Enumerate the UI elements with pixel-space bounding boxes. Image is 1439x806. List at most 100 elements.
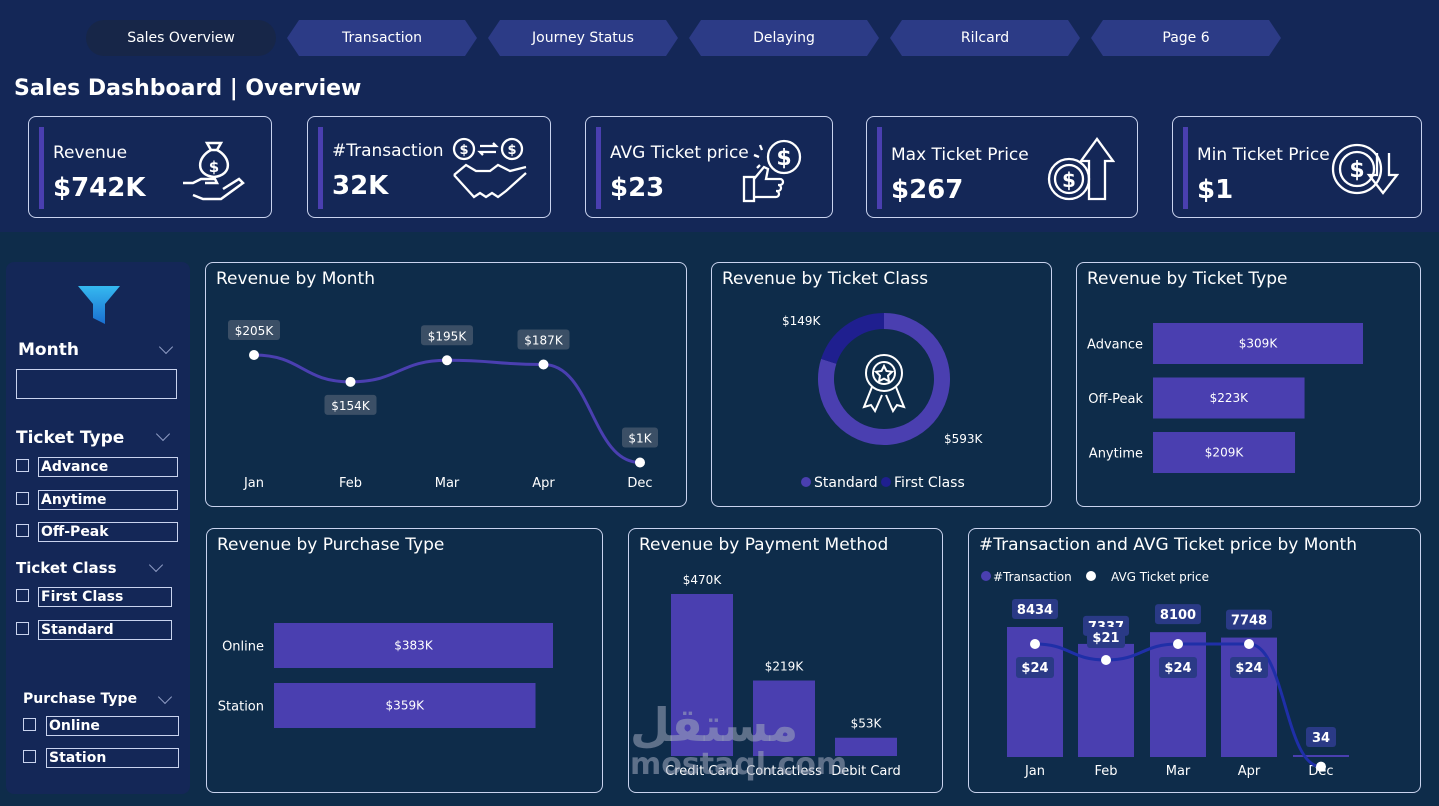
data-label-bg [228,320,280,340]
chevron-down-icon[interactable] [148,557,164,573]
data-label: 34 [1312,731,1330,746]
month-dropdown[interactable] [16,369,177,399]
tab-delaying[interactable]: Delaying [689,20,879,56]
kpi-label: #Transaction [332,141,444,161]
x-tick-label: Credit Card [665,764,739,779]
option-off-peak[interactable]: Off-Peak [38,522,178,542]
data-point [1316,761,1326,772]
tab-journey-status[interactable]: Journey Status [488,20,678,56]
data-label: $219K [765,660,805,674]
kpi-accent [318,127,323,209]
filter-month-label: Month [18,340,79,360]
kpi-label: AVG Ticket price [610,143,749,163]
chevron-down-icon[interactable] [157,689,173,705]
filter-ticket-class-label: Ticket Class [16,559,117,577]
data-point [442,355,452,366]
legend-label: #Transaction [993,570,1072,584]
data-label: $24 [1164,661,1191,676]
chart-title: Revenue by Month [216,269,375,289]
kpi-accent [39,127,44,209]
kpi-label: Min Ticket Price [1197,145,1330,165]
data-label-bg [1230,657,1268,678]
panel-revenue-by-purchase-type: Revenue by Purchase Type $383K Online $359… [206,528,603,793]
legend-marker [881,477,891,487]
checkbox-first-class[interactable] [16,589,29,602]
category-label: Station [218,700,264,715]
chevron-down-icon[interactable] [158,339,174,355]
svg-text:$: $ [459,143,468,158]
revenue-by-purchase-type-chart: $383K Online $359K Station [218,623,553,728]
data-label: 8434 [1017,603,1053,618]
data-label: $470K [683,573,723,587]
checkbox-standard[interactable] [16,622,29,635]
data-label: 7748 [1231,614,1267,629]
filter-panel: Month Ticket Type Advance Anytime Off-Pe… [6,262,190,794]
bar [1153,432,1296,473]
x-tick-label: Feb [339,476,362,491]
data-label-bg [1155,604,1201,625]
category-label: Advance [1087,338,1143,353]
x-tick-label: Contactless [746,764,822,779]
data-label: $593K [944,432,984,446]
money-bag-hand-icon: $ [183,141,245,201]
data-label: $24 [1235,661,1262,676]
data-label-bg [517,329,570,350]
bar [1221,637,1277,757]
chart-title: Revenue by Ticket Type [1087,269,1288,289]
legend-label: First Class [894,475,965,491]
data-label-bg [1306,727,1336,747]
option-anytime[interactable]: Anytime [38,490,178,510]
checkbox-off-peak[interactable] [16,524,29,537]
legend-label: Standard [814,475,878,491]
category-label: Online [222,640,264,655]
kpi-label: Max Ticket Price [891,145,1029,165]
panel-revenue-by-payment-method: Revenue by Payment Method $470K Credit Ca… [628,528,943,793]
revenue-by-payment-method-chart: $470K Credit Card $219K Contactless $53K Debi… [665,573,901,779]
category-label: Off-Peak [1088,392,1143,407]
data-label-bg [1226,609,1272,630]
option-first-class[interactable]: First Class [38,587,172,607]
data-label: $205K [235,324,275,338]
data-label-bg [1012,599,1058,619]
kpi-card-revenue: Revenue $742K $ [28,116,272,218]
bar [1153,323,1363,364]
checkbox-anytime[interactable] [16,492,29,505]
data-label: $21 [1092,631,1119,646]
option-standard[interactable]: Standard [38,620,172,640]
x-tick-label: Apr [1238,764,1261,779]
option-advance[interactable]: Advance [38,457,178,477]
chart-title: Revenue by Purchase Type [217,535,445,555]
kpi-value: $267 [891,175,964,205]
category-label: Anytime [1089,447,1143,462]
panel-revenue-by-ticket-class: Revenue by Ticket Class $593K $149K Stand… [711,262,1052,507]
chevron-down-icon[interactable] [155,426,171,442]
avg-price-line [1034,642,1322,769]
checkbox-station[interactable] [23,750,36,763]
kpi-card-max-ticket-price: Max Ticket Price $267 $ [866,116,1138,218]
filter-purchase-type-label: Purchase Type [23,691,138,707]
tab-page-6[interactable]: Page 6 [1091,20,1281,56]
handshake-exchange-icon: $ $ [452,137,527,199]
data-label: $359K [386,699,426,713]
panel-revenue-by-ticket-type: Revenue by Ticket Type $309K Advance $223K… [1076,262,1421,507]
option-online[interactable]: Online [46,716,179,736]
tab-transaction[interactable]: Transaction [287,20,477,56]
checkbox-advance[interactable] [16,459,29,472]
option-station[interactable]: Station [46,748,179,768]
checkbox-online[interactable] [23,718,36,731]
coin-arrow-up-icon: $ [1047,137,1115,201]
data-label-bg [324,394,377,415]
x-tick-label: Dec [627,476,652,491]
tab-rilcard[interactable]: Rilcard [890,20,1080,56]
svg-text:$: $ [209,158,219,176]
kpi-accent [877,127,882,209]
tab-sales-overview[interactable]: Sales Overview [86,20,276,56]
data-label: $309K [1239,337,1279,351]
data-label: $1K [628,431,652,445]
svg-text:$: $ [1349,158,1364,183]
legend-marker [801,477,811,487]
data-point [1101,655,1111,665]
legend-marker [981,571,991,581]
bar [274,683,536,728]
